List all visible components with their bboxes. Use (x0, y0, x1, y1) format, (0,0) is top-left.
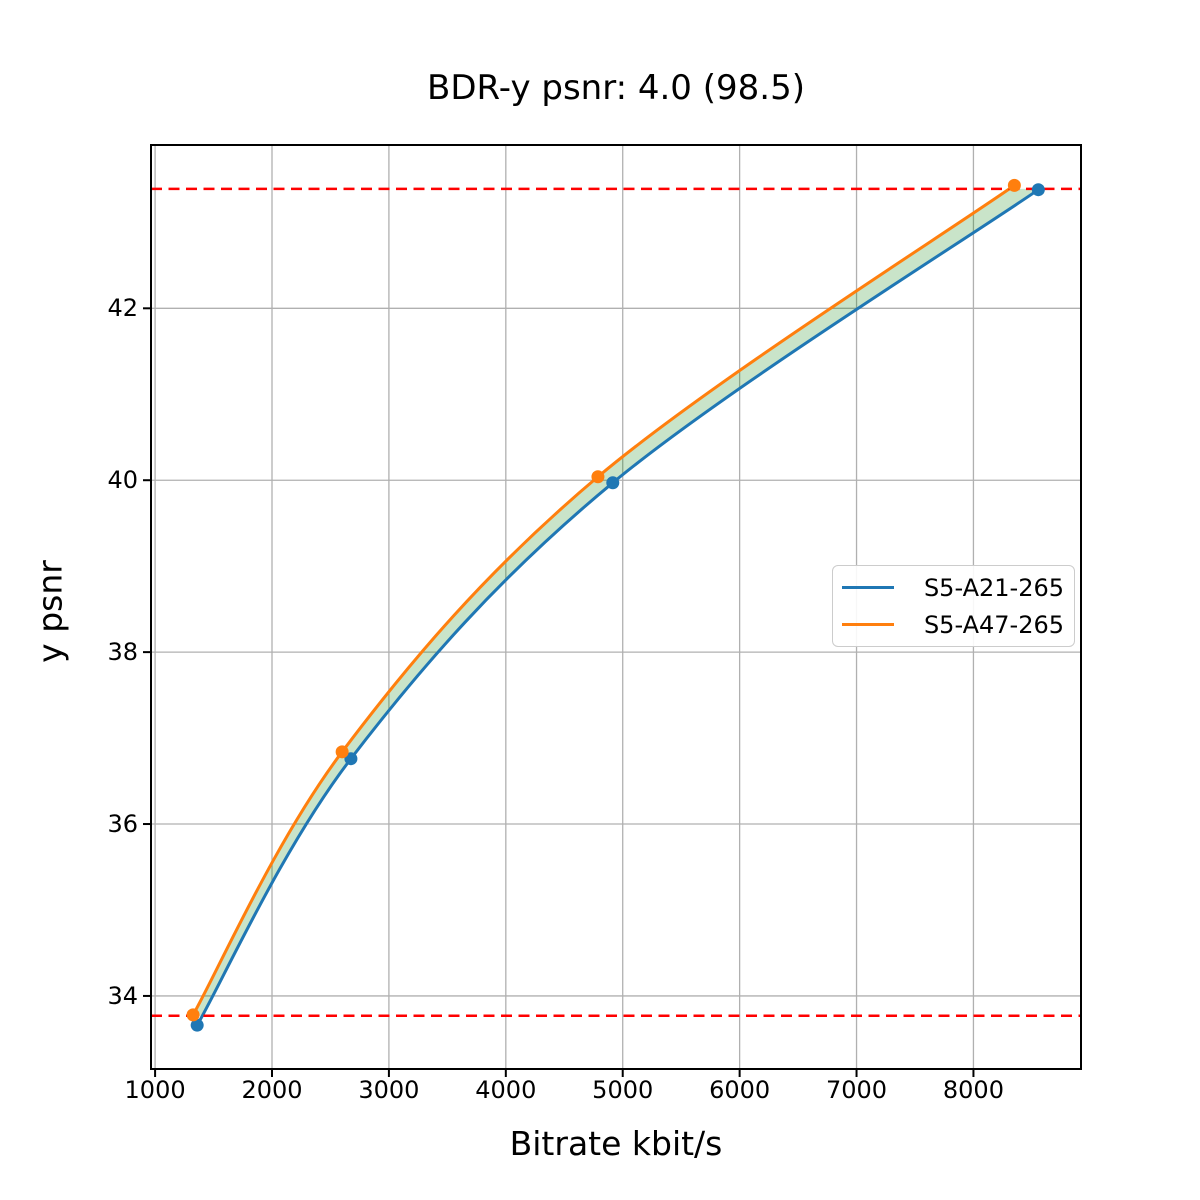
x-tick-label: 2000 (241, 1076, 303, 1104)
data-point-marker-S5-A47-265 (335, 745, 349, 759)
y-tick-label: 34 (107, 981, 138, 1010)
legend: S5-A21-265 S5-A47-265 (832, 565, 1075, 647)
x-tick-label: 4000 (475, 1076, 537, 1104)
x-tick-label: 6000 (709, 1076, 771, 1104)
legend-line-sample-series-2 (842, 623, 894, 626)
data-point-marker-S5-A21-265 (606, 476, 620, 490)
y-tick-label: 38 (107, 638, 138, 667)
legend-item: S5-A47-265 (842, 611, 1064, 639)
data-point-marker-S5-A47-265 (591, 470, 605, 484)
series-curve-S5-A47-265 (191, 183, 1016, 1017)
data-point-marker-S5-A21-265 (344, 752, 358, 766)
legend-label-series-1: S5-A21-265 (923, 573, 1064, 602)
x-tick-label: 5000 (592, 1076, 654, 1104)
data-point-marker-S5-A47-265 (1007, 178, 1021, 192)
x-tick-label: 7000 (825, 1076, 888, 1104)
data-point-marker-S5-A47-265 (186, 1008, 200, 1022)
data-point-marker-S5-A21-265 (1031, 183, 1045, 197)
y-tick-label: 40 (107, 466, 138, 495)
y-tick-label: 36 (107, 810, 138, 839)
series-curve-S5-A21-265 (195, 188, 1040, 1027)
x-tick-label: 3000 (358, 1076, 420, 1104)
y-axis-label: y psnr (30, 560, 70, 663)
legend-label-series-2: S5-A47-265 (923, 610, 1064, 639)
legend-item: S5-A21-265 (842, 574, 1064, 602)
x-tick-label: 8000 (942, 1076, 1004, 1104)
chart-title: BDR-y psnr: 4.0 (98.5) (427, 68, 805, 108)
legend-line-sample-series-1 (842, 586, 894, 589)
data-point-marker-S5-A21-265 (190, 1018, 204, 1032)
plot-border (150, 144, 1082, 1070)
x-tick-label: 1000 (124, 1076, 186, 1104)
y-tick-label: 42 (107, 294, 138, 323)
x-axis-label: Bitrate kbit/s (509, 1124, 723, 1163)
